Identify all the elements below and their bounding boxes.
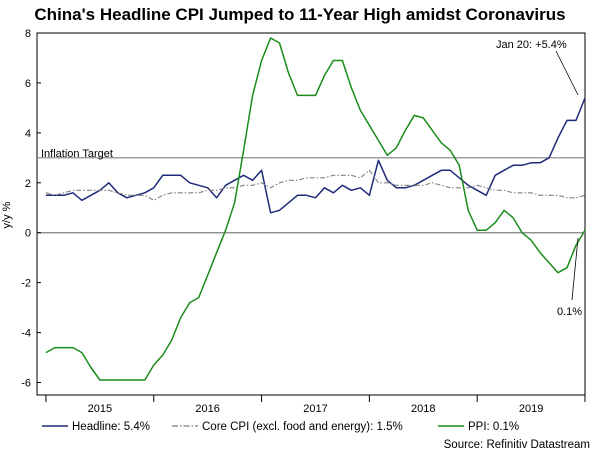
y-tick-label: 2 <box>25 178 31 190</box>
legend-headline: Headline: 5.4% <box>72 421 150 433</box>
series-line-core-cpi <box>45 169 586 201</box>
chart-title: China's Headline CPI Jumped to 11-Year H… <box>34 5 565 24</box>
headline-annotation: Jan 20: +5.4% <box>496 39 567 51</box>
legend-ppi: PPI: 0.1% <box>468 421 519 433</box>
legend: Headline: 5.4% Core CPI (excl. food and … <box>42 421 519 433</box>
y-tick-label: 4 <box>25 128 31 140</box>
headline-annotation-leader <box>555 50 579 96</box>
y-tick-label: 6 <box>25 78 31 90</box>
source-note: Source: Refinitiv Datastream <box>444 439 590 451</box>
x-axis: 2015 2016 2017 2018 2019 <box>45 395 586 415</box>
x-tick-label: 2016 <box>195 403 219 415</box>
ppi-annotation-leader <box>571 237 579 301</box>
legend-core-cpi: Core CPI (excl. food and energy): 1.5% <box>202 421 403 433</box>
y-tick-label: 8 <box>25 28 31 40</box>
x-tick-label: 2019 <box>519 403 543 415</box>
x-tick-label: 2018 <box>411 403 435 415</box>
series-layer <box>45 37 586 381</box>
reference-lines <box>37 157 585 234</box>
x-tick-label: 2017 <box>303 403 327 415</box>
y-tick-label: -4 <box>21 328 31 340</box>
y-tick-label: 0 <box>25 228 31 240</box>
series-line-ppi <box>45 37 586 381</box>
ppi-annotation: 0.1% <box>557 306 582 318</box>
y-tick-label: -2 <box>21 278 31 290</box>
y-axis-label: y/y % <box>1 201 13 228</box>
x-tick-label: 2015 <box>88 403 112 415</box>
y-axis: 8 6 4 2 0 -2 -4 -6 <box>21 28 41 390</box>
inflation-target-label: Inflation Target <box>41 148 113 160</box>
plot-area <box>36 32 586 396</box>
y-tick-label: -6 <box>21 378 31 390</box>
